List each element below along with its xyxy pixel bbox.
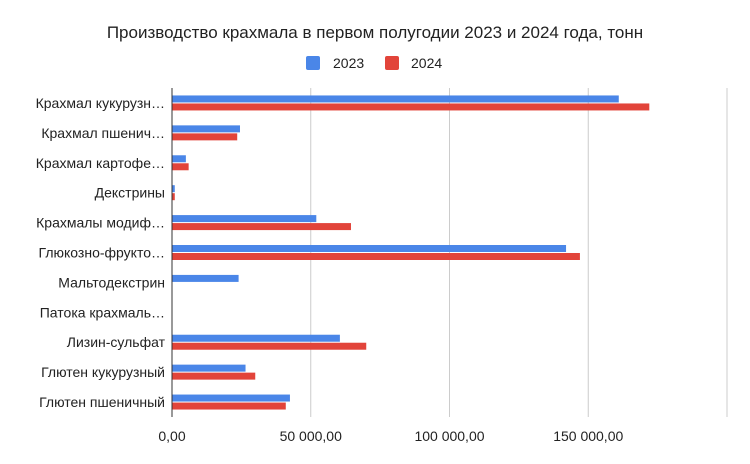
category-label-9: Глютен кукурузный — [41, 364, 165, 380]
bar-2024-9 — [172, 372, 256, 380]
x-tick-label-3: 150 000,00 — [553, 428, 623, 444]
category-label-2: Крахмал картофе… — [36, 155, 165, 171]
bar-2023-9 — [172, 364, 246, 372]
category-labels: Крахмал кукурузн… Крахмал пшенич… Крахмал … — [36, 95, 166, 410]
bar-2024-3 — [172, 193, 175, 201]
x-tick-label-2: 100 000,00 — [414, 428, 484, 444]
bar-2024-0 — [172, 103, 650, 111]
bar-2023-1 — [172, 125, 240, 133]
bar-2023-4 — [172, 215, 317, 223]
bars — [172, 95, 650, 410]
gridlines — [310, 88, 728, 417]
bar-2024-8 — [172, 342, 367, 350]
bar-2023-0 — [172, 95, 619, 103]
category-label-0: Крахмал кукурузн… — [36, 95, 165, 111]
x-tick-label-0: 0,00 — [158, 428, 185, 444]
bar-2023-6 — [172, 274, 239, 282]
bar-2024-10 — [172, 402, 286, 410]
chart-title: Производство крахмала в первом полугодии… — [107, 23, 643, 42]
category-label-4: Крахмалы модиф… — [36, 215, 165, 231]
bar-2023-2 — [172, 155, 186, 163]
legend: 2023 2024 — [306, 55, 442, 71]
category-label-8: Лизин-сульфат — [67, 334, 166, 350]
category-label-7: Патока крахмаль… — [40, 304, 165, 320]
bar-2023-10 — [172, 394, 290, 402]
bar-2023-5 — [172, 245, 567, 252]
legend-swatch-2024 — [385, 56, 399, 70]
bar-2024-4 — [172, 223, 351, 231]
bar-2024-5 — [172, 253, 580, 260]
legend-label-2024: 2024 — [411, 55, 442, 71]
legend-swatch-2023 — [306, 56, 320, 70]
category-label-6: Мальтодекстрин — [58, 274, 165, 290]
x-tick-labels: 0,00 50 000,00 100 000,00 150 000,00 — [158, 428, 623, 444]
bar-2023-3 — [172, 185, 175, 193]
category-label-1: Крахмал пшенич… — [41, 125, 165, 141]
legend-label-2023: 2023 — [333, 55, 364, 71]
category-label-3: Декстрины — [95, 185, 165, 201]
bar-2024-2 — [172, 163, 189, 171]
category-label-10: Глютен пшеничный — [39, 394, 165, 410]
bar-2024-1 — [172, 133, 238, 141]
category-label-5: Глюкозно-фрукто… — [39, 245, 165, 261]
bar-2023-8 — [172, 334, 340, 342]
x-tick-label-1: 50 000,00 — [280, 428, 342, 444]
